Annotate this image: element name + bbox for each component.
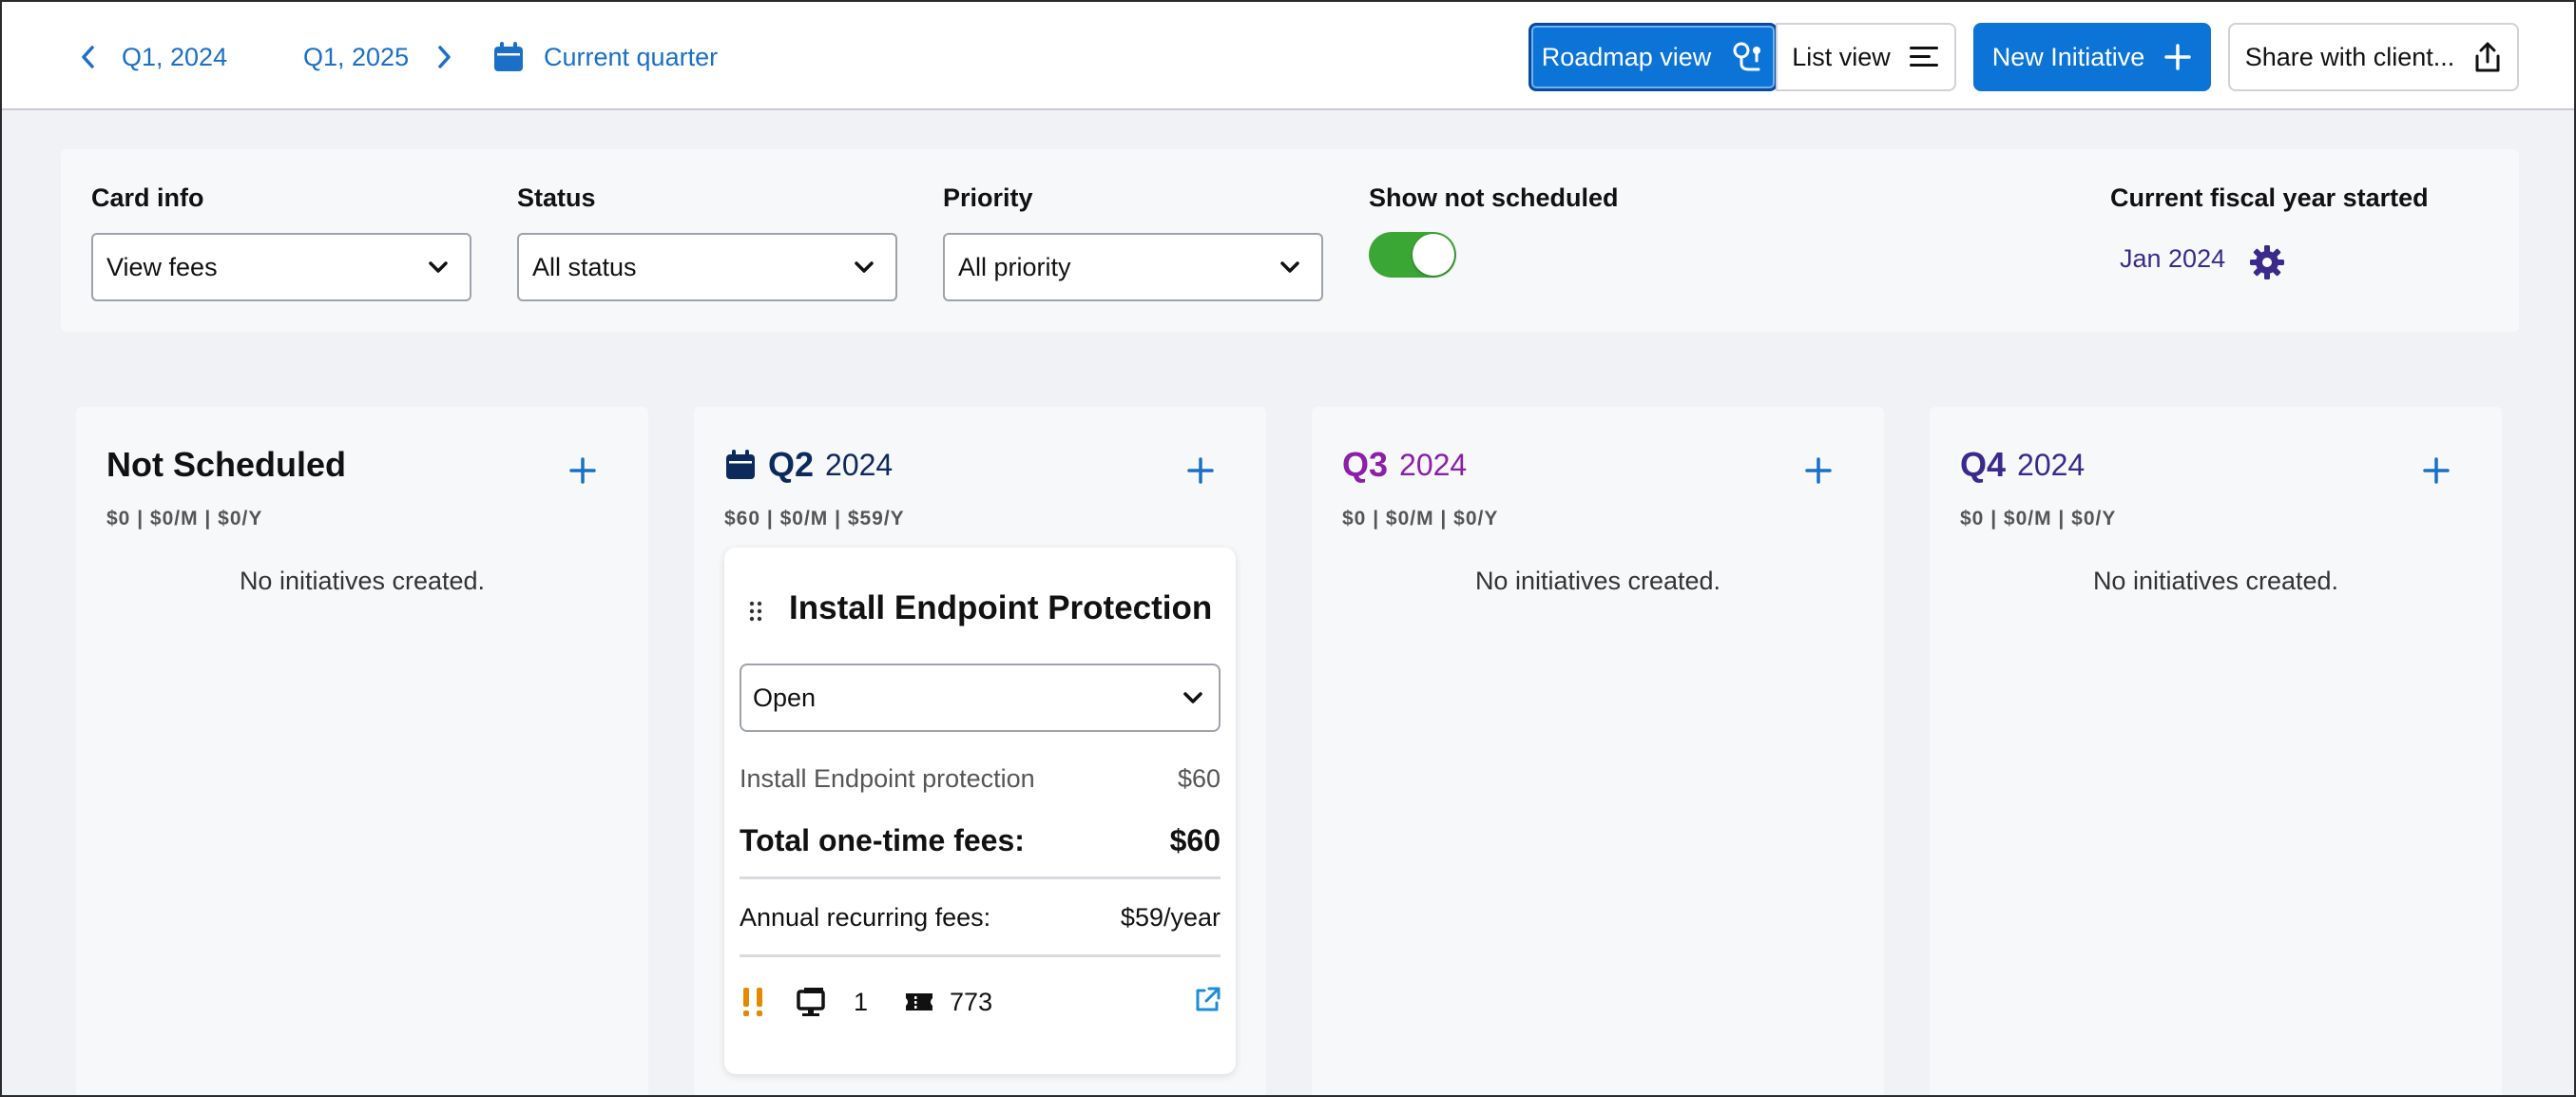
column-title: Q4 2024: [1960, 445, 2085, 485]
ticket-icon: [902, 990, 936, 1014]
status-filter-label: Status: [517, 183, 596, 212]
add-initiative-plus-icon[interactable]: [1804, 456, 1833, 485]
initiative-card[interactable]: Install Endpoint Protection Open Install…: [724, 548, 1236, 1074]
high-priority-icon: [741, 986, 766, 1018]
current-quarter-link[interactable]: Current quarter: [492, 36, 718, 78]
column-title: Not Scheduled: [106, 445, 346, 485]
roadmap-view-label: Roadmap view: [1541, 42, 1712, 71]
column-title-text: Q3: [1342, 445, 1389, 484]
share-label: Share with client...: [2244, 42, 2455, 71]
toggle-knob: [1413, 234, 1454, 276]
card-footer: 1 773: [740, 983, 1221, 1021]
list-view-button[interactable]: List view: [1776, 23, 1956, 91]
column-not-scheduled: Not Scheduled $0 | $0/M | $0/Y No initia…: [76, 407, 648, 1095]
add-initiative-plus-icon[interactable]: [2422, 456, 2451, 485]
divider: [740, 876, 1221, 879]
fee-line-item: Install Endpoint protection $60: [740, 764, 1221, 794]
fiscal-year-value: Jan 2024: [2120, 244, 2226, 273]
column-fees-summary: $60 | $0/M | $59/Y: [724, 508, 905, 529]
previous-period-link[interactable]: Q1, 2024: [80, 36, 227, 78]
drag-handle-icon[interactable]: [749, 601, 762, 622]
plus-icon: [2164, 44, 2192, 70]
show-not-scheduled-label: Show not scheduled: [1369, 183, 1619, 212]
divider: [740, 954, 1221, 957]
next-period-link[interactable]: Q1, 2025: [303, 36, 452, 78]
column-q3-2024: Q3 2024 $0 | $0/M | $0/Y No initiatives …: [1312, 407, 1884, 1095]
new-initiative-button[interactable]: New Initiative: [1973, 23, 2211, 91]
new-initiative-label: New Initiative: [1991, 42, 2145, 71]
status-select[interactable]: All status: [517, 233, 897, 301]
priority-select[interactable]: All priority: [943, 233, 1323, 301]
previous-period-label: Q1, 2024: [122, 42, 228, 71]
column-q4-2024: Q4 2024 $0 | $0/M | $0/Y No initiatives …: [1930, 407, 2502, 1095]
chevron-down-icon: [1183, 692, 1202, 703]
initiative-status-select[interactable]: Open: [740, 664, 1221, 732]
card-info-value: View fees: [106, 252, 218, 281]
chevron-down-icon: [855, 261, 874, 273]
fiscal-settings-gear-icon[interactable]: [2249, 244, 2285, 280]
column-title-text: Q2: [768, 445, 815, 484]
column-fees-summary: $0 | $0/M | $0/Y: [1342, 508, 1499, 529]
show-not-scheduled-toggle[interactable]: [1369, 232, 1456, 278]
priority-filter-label: Priority: [943, 183, 1033, 212]
column-title: Q3 2024: [1342, 445, 1467, 485]
share-with-client-button[interactable]: Share with client...: [2228, 23, 2519, 91]
column-year: 2024: [2017, 447, 2086, 482]
column-title-text: Q4: [1960, 445, 2007, 484]
empty-message: No initiatives created.: [2092, 567, 2339, 595]
column-year: 2024: [825, 447, 894, 482]
share-icon: [2475, 42, 2500, 72]
total-fees-amount: $60: [1169, 823, 1221, 857]
priority-value: All priority: [958, 252, 1071, 281]
next-period-label: Q1, 2025: [303, 42, 410, 71]
add-initiative-plus-icon[interactable]: [1186, 456, 1215, 485]
chevron-left-icon: [82, 46, 94, 68]
current-quarter-label: Current quarter: [544, 42, 719, 71]
status-value: All status: [532, 252, 637, 281]
annual-recurring-fees: Annual recurring fees: $59/year: [740, 903, 1221, 933]
external-link-icon[interactable]: [1192, 985, 1222, 1015]
column-q2-2024: Q2 2024 $60 | $0/M | $59/Y Install Endpo…: [694, 407, 1266, 1095]
ticket-number: 773: [950, 987, 993, 1016]
initiative-status-value: Open: [753, 683, 817, 712]
fee-line-amount: $60: [1177, 764, 1221, 793]
device-count: 1: [854, 987, 869, 1016]
fiscal-year-label: Current fiscal year started: [2110, 183, 2429, 212]
card-info-label: Card info: [91, 183, 204, 212]
fee-line-label: Install Endpoint protection: [740, 764, 1035, 793]
empty-message: No initiatives created.: [239, 567, 486, 595]
chevron-down-icon: [429, 261, 448, 273]
filters-panel: Card info View fees Status All status Pr…: [61, 149, 2519, 332]
device-icon: [795, 986, 829, 1018]
list-view-label: List view: [1792, 42, 1891, 71]
list-icon: [1909, 47, 1938, 67]
roadmap-icon: [1733, 42, 1761, 71]
annual-fees-amount: $59/year: [1120, 903, 1221, 932]
card-info-select[interactable]: View fees: [91, 233, 471, 301]
chevron-down-icon: [1280, 261, 1299, 273]
initiative-title: Install Endpoint Protection: [789, 589, 1213, 626]
chevron-right-icon: [438, 46, 451, 68]
total-fees-label: Total one-time fees:: [740, 823, 1025, 857]
column-fees-summary: $0 | $0/M | $0/Y: [106, 508, 263, 529]
top-bar: Q1, 2024 Q1, 2025 Current quarter Roadma…: [2, 2, 2574, 110]
empty-message: No initiatives created.: [1474, 567, 1721, 595]
calendar-icon: [494, 42, 523, 71]
column-title-text: Not Scheduled: [106, 445, 347, 484]
column-year: 2024: [1399, 447, 1468, 482]
column-fees-summary: $0 | $0/M | $0/Y: [1960, 508, 2117, 529]
annual-fees-label: Annual recurring fees:: [740, 903, 991, 932]
total-one-time-fees: Total one-time fees: $60: [740, 823, 1221, 858]
roadmap-view-button[interactable]: Roadmap view: [1528, 23, 1778, 91]
add-initiative-plus-icon[interactable]: [568, 456, 597, 485]
calendar-icon: [726, 450, 755, 479]
column-title: Q2 2024: [724, 445, 893, 485]
